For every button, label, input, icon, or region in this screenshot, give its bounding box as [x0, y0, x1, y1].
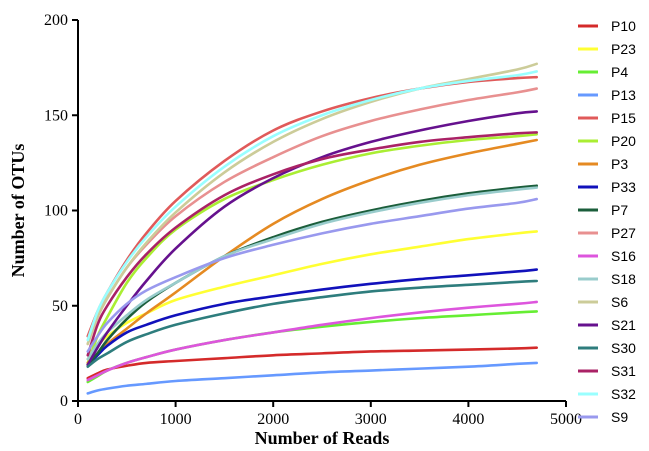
legend-label-p13: P13 [611, 87, 636, 103]
x-tick-label: 0 [74, 411, 82, 428]
legend-label-p7: P7 [611, 202, 628, 218]
y-tick-label: 100 [44, 203, 68, 220]
series-line-p3 [86, 138, 539, 365]
series-line-s18 [86, 186, 539, 361]
series-line-s31 [86, 131, 539, 357]
legend-label-p3: P3 [611, 156, 628, 172]
y-tick-label: 150 [44, 107, 68, 124]
series-line-s32 [86, 70, 539, 342]
legend-label-p15: P15 [611, 110, 636, 126]
legend-label-p27: P27 [611, 225, 636, 241]
series-line-p33 [86, 268, 539, 367]
series-line-p13 [86, 361, 539, 395]
x-axis-ticks: 0 1000 2000 3000 4000 5000 [74, 401, 582, 428]
legend-label-p10: P10 [611, 18, 636, 34]
x-tick-label: 3000 [355, 411, 387, 428]
legend-label-s6: S6 [611, 294, 628, 310]
series-line-s30 [86, 279, 539, 369]
legend-label-s18: S18 [611, 271, 636, 287]
legend-label-p20: P20 [611, 133, 636, 149]
y-axis-title: Number of OTUs [8, 144, 28, 278]
series-line-s21 [86, 110, 539, 367]
legend-label-s16: S16 [611, 248, 636, 264]
legend-label-s32: S32 [611, 386, 636, 402]
x-tick-label: 1000 [160, 411, 192, 428]
legend-label-s21: S21 [611, 317, 636, 333]
legend-label-s9: S9 [611, 409, 628, 425]
legend-label-p33: P33 [611, 179, 636, 195]
series-line-p20 [86, 133, 539, 365]
y-tick-label: 200 [44, 12, 68, 29]
x-tick-label: 5000 [550, 411, 582, 428]
x-tick-label: 4000 [452, 411, 484, 428]
legend-label-s31: S31 [611, 363, 636, 379]
y-tick-label: 50 [52, 298, 68, 315]
x-tick-label: 2000 [257, 411, 289, 428]
y-axis-ticks: 0 50 100 150 200 [44, 12, 78, 410]
series-curves [86, 62, 539, 395]
series-line-s9 [86, 197, 539, 353]
legend-label-p4: P4 [611, 64, 628, 80]
legend-label-s30: S30 [611, 340, 636, 356]
series-line-s16 [86, 300, 539, 382]
legend: P10 P23 P4 P13 P15 P20 P3 P33 P7 P27 S16 S18 S6 S21 S3… [578, 18, 636, 425]
y-tick-label: 0 [60, 393, 68, 410]
legend-label-p23: P23 [611, 41, 636, 57]
series-line-s6 [86, 62, 539, 346]
x-axis-title: Number of Reads [255, 428, 390, 448]
series-line-p23 [86, 230, 539, 361]
